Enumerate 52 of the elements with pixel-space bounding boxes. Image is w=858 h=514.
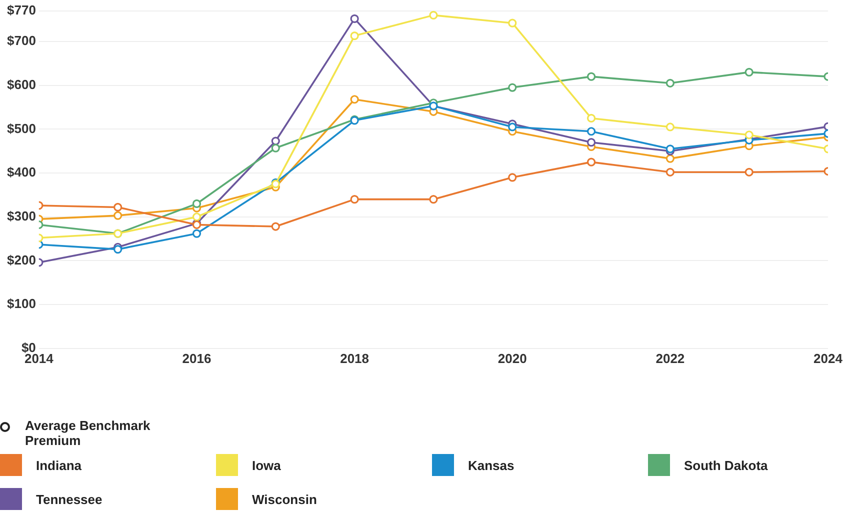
point bbox=[114, 202, 122, 212]
y-tick-label: $700 bbox=[7, 33, 36, 48]
y-tick-label: $400 bbox=[7, 164, 36, 180]
point bbox=[350, 31, 359, 40]
point bbox=[666, 122, 674, 132]
point bbox=[508, 173, 517, 182]
y-tick-label: $100 bbox=[7, 296, 36, 312]
point bbox=[744, 168, 754, 176]
x-tick-label: 2024 bbox=[814, 350, 844, 366]
x-tick-label: 2022 bbox=[656, 350, 685, 366]
point bbox=[192, 212, 202, 222]
legend-label: Tennessee bbox=[36, 492, 102, 506]
point bbox=[666, 154, 674, 163]
point bbox=[666, 168, 674, 176]
point bbox=[429, 10, 438, 20]
legend-title: Average Benchmark Premium bbox=[25, 418, 152, 448]
point bbox=[350, 95, 359, 104]
legend-label: South Dakota bbox=[684, 458, 768, 472]
legend-label: Wisconsin bbox=[252, 492, 317, 506]
legend-label: Indiana bbox=[36, 458, 82, 472]
point bbox=[350, 14, 359, 23]
point bbox=[429, 195, 438, 204]
y-tick-label: $300 bbox=[7, 208, 36, 224]
x-tick-label: 2016 bbox=[182, 350, 212, 366]
point bbox=[586, 72, 596, 81]
y-tick-label: $200 bbox=[7, 252, 36, 268]
point bbox=[192, 199, 202, 208]
point bbox=[271, 136, 280, 146]
point bbox=[744, 130, 754, 140]
point bbox=[114, 211, 122, 220]
x-tick-label: 2020 bbox=[498, 350, 527, 366]
legend-label: Iowa bbox=[252, 458, 281, 472]
point bbox=[508, 122, 517, 132]
point bbox=[114, 245, 122, 254]
point bbox=[508, 18, 517, 28]
point bbox=[192, 229, 202, 238]
point bbox=[586, 127, 596, 136]
point bbox=[744, 68, 754, 76]
point bbox=[666, 78, 674, 88]
x-tick-label: 2018 bbox=[340, 350, 370, 366]
y-tick-label: $600 bbox=[7, 76, 36, 92]
legend-label: Kansas bbox=[468, 458, 514, 472]
point bbox=[271, 144, 280, 152]
y-tick-label: $0 bbox=[21, 340, 36, 355]
point bbox=[586, 138, 596, 147]
point bbox=[271, 222, 280, 231]
point bbox=[586, 158, 596, 166]
point bbox=[586, 114, 596, 123]
y-tick-label: $500 bbox=[7, 120, 36, 136]
y-tick-label: $770 bbox=[7, 2, 36, 18]
point bbox=[350, 195, 359, 204]
point bbox=[508, 83, 517, 92]
